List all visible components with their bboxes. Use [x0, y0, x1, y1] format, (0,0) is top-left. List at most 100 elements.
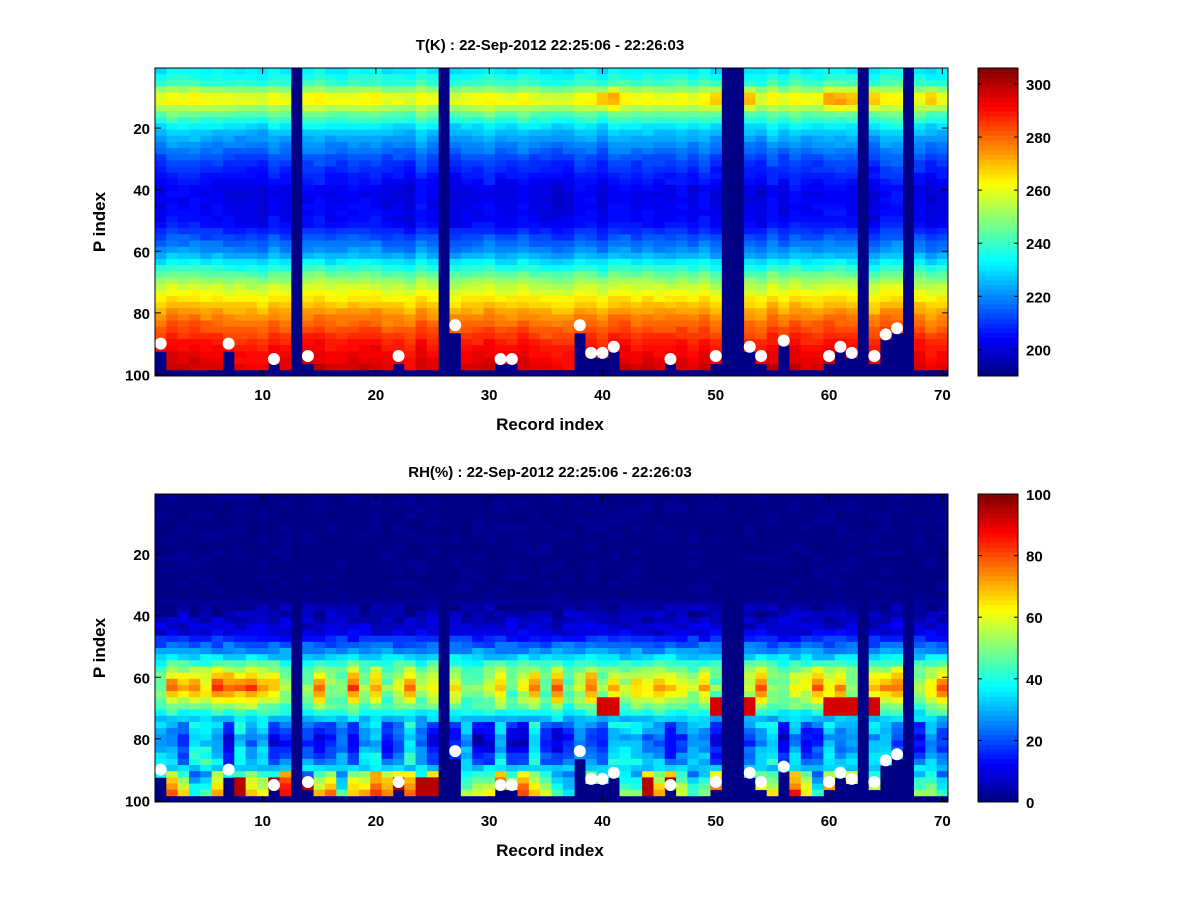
heatmap-cell	[574, 166, 586, 174]
heatmap-cell	[234, 80, 247, 87]
heatmap-cell	[381, 561, 394, 569]
heatmap-cell	[381, 697, 394, 704]
heatmap-cell	[551, 611, 564, 618]
heatmap-cell	[336, 586, 348, 593]
colorbar-level	[978, 294, 1018, 300]
heatmap-cell	[596, 117, 609, 124]
heatmap-cell	[891, 203, 904, 211]
heatmap-cell	[358, 265, 371, 272]
heatmap-cell	[800, 135, 813, 143]
heatmap-cell	[585, 592, 598, 600]
heatmap-cell	[177, 332, 190, 340]
heatmap-cell	[834, 314, 847, 321]
heatmap-cell	[528, 549, 541, 556]
heatmap-cell	[846, 117, 858, 124]
heatmap-cell	[404, 68, 416, 75]
heatmap-cell	[313, 580, 326, 587]
heatmap-cell	[698, 185, 711, 192]
heatmap-cell	[880, 117, 892, 124]
heatmap-cell	[256, 684, 269, 692]
heatmap-cell	[358, 104, 371, 112]
heatmap-cell	[358, 684, 371, 692]
heatmap-cell	[506, 715, 518, 723]
heatmap-cell	[528, 326, 541, 334]
heatmap-cell	[449, 111, 462, 118]
heatmap-cell	[472, 660, 484, 667]
heatmap-cell	[551, 598, 564, 606]
heatmap-cell	[562, 617, 575, 624]
heatmap-cell	[222, 228, 235, 235]
heatmap-cell	[506, 314, 518, 321]
colorbar-level	[978, 130, 1018, 136]
heatmap-cell	[483, 104, 496, 112]
heatmap-cell	[517, 715, 530, 723]
heatmap-cell	[347, 691, 360, 698]
heatmap-cell	[336, 678, 348, 686]
heatmap-cell	[415, 166, 428, 174]
heatmap-cell	[279, 771, 292, 778]
heatmap-cell	[234, 715, 247, 723]
heatmap-cell	[155, 580, 167, 587]
heatmap-cell	[404, 648, 416, 655]
heatmap-cell	[800, 252, 813, 260]
heatmap-cell	[619, 185, 632, 192]
heatmap-cell	[449, 678, 462, 686]
heatmap-cell	[155, 228, 167, 235]
heatmap-cell	[812, 104, 824, 112]
heatmap-cell	[370, 283, 382, 291]
heatmap-cell	[460, 580, 473, 587]
heatmap-cell	[347, 166, 360, 174]
heatmap-cell	[404, 295, 416, 303]
heatmap-cell	[517, 537, 530, 544]
heatmap-cell	[245, 154, 258, 161]
heatmap-cell	[778, 123, 790, 130]
heatmap-cell	[494, 728, 507, 735]
surface-marker	[301, 349, 314, 362]
heatmap-cell	[404, 258, 416, 266]
heatmap-cell	[698, 302, 711, 309]
heatmap-cell	[608, 234, 620, 241]
heatmap-cell	[324, 258, 337, 266]
heatmap-cell	[336, 512, 348, 520]
heatmap-cell	[245, 734, 258, 741]
heatmap-cell	[200, 586, 213, 593]
heatmap-cell	[324, 172, 337, 180]
heatmap-cell	[177, 86, 190, 94]
heatmap-cell	[653, 277, 666, 284]
heatmap-cell	[404, 332, 416, 340]
heatmap-cell	[608, 185, 620, 192]
heatmap-cell	[494, 555, 507, 563]
heatmap-cell	[381, 604, 394, 612]
heatmap-cell	[211, 648, 224, 655]
heatmap-cell	[336, 789, 348, 797]
heatmap-cell	[211, 265, 224, 272]
heatmap-cell	[800, 265, 813, 272]
heatmap-cell	[245, 271, 258, 278]
heatmap-cell	[472, 295, 484, 303]
heatmap-cell	[574, 672, 586, 680]
heatmap-cell	[222, 684, 235, 692]
heatmap-cell	[211, 345, 224, 352]
heatmap-cell	[891, 80, 904, 87]
heatmap-cell	[562, 524, 575, 532]
heatmap-cell	[812, 326, 824, 334]
heatmap-cell	[166, 197, 179, 204]
heatmap-cell	[834, 178, 847, 186]
heatmap-cell	[256, 752, 269, 760]
heatmap-cell	[392, 746, 405, 754]
heatmap-cell	[166, 728, 179, 735]
heatmap-cell	[574, 660, 586, 667]
heatmap-cell	[336, 555, 348, 563]
heatmap-cell	[540, 326, 552, 334]
heatmap-cell	[268, 302, 281, 309]
heatmap-cell	[177, 258, 190, 266]
heatmap-cell	[494, 289, 507, 297]
heatmap-cell	[494, 709, 507, 717]
heatmap-cell	[540, 154, 552, 161]
heatmap-cell	[302, 271, 314, 278]
heatmap-cell	[200, 746, 213, 754]
heatmap-cell	[664, 215, 677, 223]
heatmap-cell	[483, 258, 496, 266]
heatmap-cell	[460, 530, 473, 538]
heatmap-cell	[211, 154, 224, 161]
